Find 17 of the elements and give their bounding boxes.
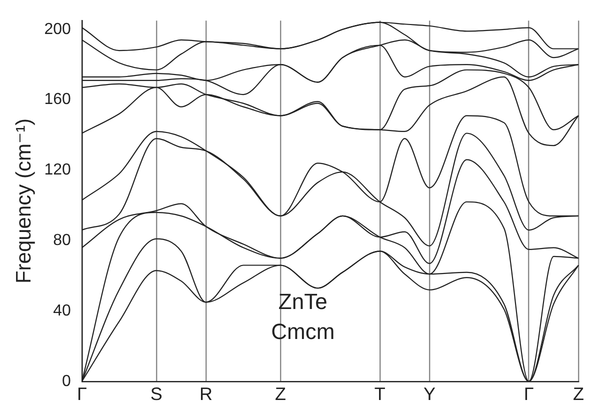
x-tick-label: R <box>200 384 213 404</box>
x-tick-label: T <box>374 384 386 404</box>
y-tick-label: 80 <box>53 232 71 250</box>
annotation: Cmcm <box>271 319 335 344</box>
y-tick-label: 120 <box>44 162 71 179</box>
annotation: ZnTe <box>278 289 328 314</box>
x-tick-label: Z <box>275 384 286 404</box>
y-axis-title: Frequency (cm⁻¹) <box>12 118 36 284</box>
y-tick-label: 160 <box>44 91 71 108</box>
x-tick-label: Y <box>424 384 436 404</box>
y-tick-label: 40 <box>53 302 71 320</box>
y-tick-label: 200 <box>44 20 71 38</box>
x-tick-label: Γ <box>524 384 534 404</box>
x-tick-label: S <box>150 384 162 404</box>
x-tick-label: Z <box>573 384 584 404</box>
x-tick-label: Γ <box>76 384 87 404</box>
y-tick-label: 0 <box>62 372 71 390</box>
